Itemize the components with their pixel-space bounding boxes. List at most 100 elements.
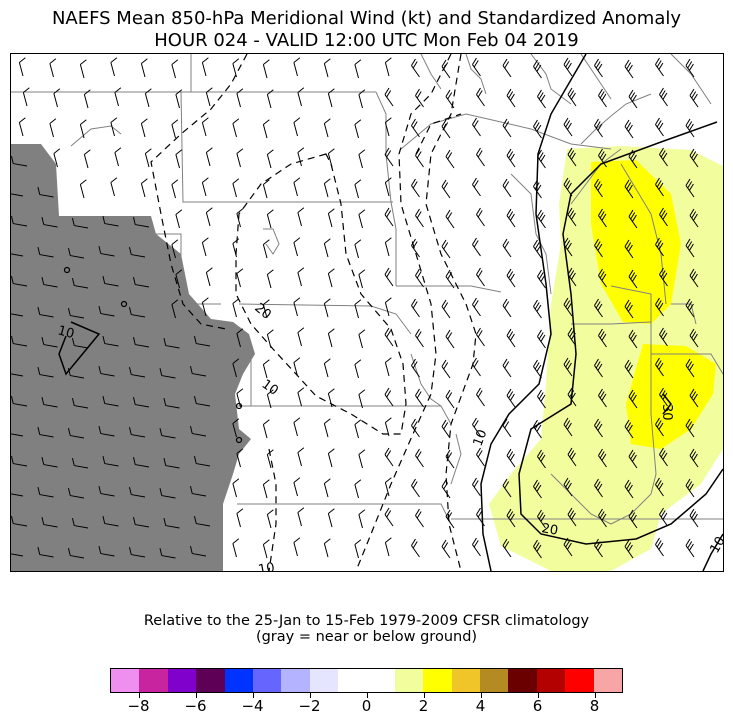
wind-barb bbox=[159, 488, 176, 499]
wind-barb bbox=[685, 418, 695, 438]
colorbar-tick bbox=[423, 693, 425, 698]
wind-barb bbox=[189, 426, 207, 437]
wind-barb bbox=[266, 89, 274, 109]
wind-barb bbox=[98, 366, 115, 377]
colorbar-tick-label: 4 bbox=[475, 697, 486, 715]
wind-barb bbox=[41, 337, 58, 348]
colorbar-segment bbox=[480, 669, 509, 692]
wind-barb bbox=[323, 478, 331, 498]
wind-barb bbox=[11, 433, 24, 437]
wind-barb bbox=[502, 418, 512, 438]
wind-barb bbox=[262, 299, 270, 319]
colorbar-segment bbox=[167, 669, 197, 692]
wind-barb bbox=[384, 447, 394, 467]
wind-barb bbox=[128, 247, 146, 258]
wind-barb bbox=[502, 178, 512, 198]
wind-barb bbox=[624, 119, 634, 139]
colorbar-tick bbox=[594, 693, 596, 698]
wind-barb bbox=[689, 388, 699, 408]
wind-barb bbox=[262, 419, 270, 439]
wind-barb bbox=[327, 388, 335, 408]
wind-barb bbox=[41, 277, 58, 288]
wind-barb bbox=[114, 147, 122, 167]
wind-barb bbox=[354, 359, 362, 379]
wind-barb bbox=[327, 328, 335, 348]
wind-barb bbox=[415, 448, 424, 468]
chart-title: NAEFS Mean 850-hPa Meridional Wind (kt) … bbox=[51, 8, 682, 29]
wind-barb bbox=[11, 373, 24, 377]
wind-barb bbox=[236, 268, 244, 288]
wind-barb bbox=[476, 447, 485, 467]
wind-barb bbox=[659, 207, 668, 227]
wind-barb bbox=[411, 358, 420, 378]
wind-barb bbox=[411, 298, 420, 318]
wind-barb bbox=[472, 537, 481, 557]
wind-barb bbox=[83, 89, 91, 109]
colorbar-tick bbox=[309, 693, 311, 698]
wind-barb bbox=[293, 177, 301, 197]
wind-barb bbox=[98, 246, 115, 257]
wind-barb bbox=[441, 239, 451, 259]
colorbar-tick bbox=[537, 693, 539, 698]
colorbar-tick-label: −4 bbox=[241, 697, 264, 715]
wind-barb bbox=[71, 398, 89, 409]
wind-barb bbox=[628, 389, 638, 409]
colorbar-segment bbox=[394, 669, 424, 692]
wind-barb bbox=[11, 336, 28, 347]
wind-barb bbox=[533, 419, 542, 439]
wind-barb bbox=[102, 516, 119, 527]
wind-barb bbox=[567, 207, 577, 227]
wind-barb bbox=[323, 58, 331, 78]
wind-barb bbox=[171, 179, 179, 199]
wind-barb bbox=[598, 88, 607, 108]
wind-barb bbox=[201, 177, 209, 197]
wind-barb bbox=[132, 517, 150, 528]
wind-barb bbox=[567, 87, 577, 107]
wind-barb bbox=[201, 117, 209, 137]
wind-barb bbox=[262, 119, 270, 139]
wind-barb bbox=[445, 209, 455, 229]
wind-barb bbox=[354, 479, 362, 499]
wind-barb bbox=[628, 209, 638, 229]
wind-barb bbox=[594, 58, 603, 78]
wind-barb bbox=[655, 177, 664, 197]
wind-barb bbox=[11, 156, 28, 167]
wind-barb bbox=[598, 148, 607, 168]
wind-barb bbox=[327, 88, 335, 108]
wind-barb bbox=[205, 87, 213, 107]
wind-barb bbox=[563, 117, 573, 137]
wind-barb bbox=[563, 237, 573, 257]
wind-barb bbox=[537, 449, 546, 469]
colorbar bbox=[110, 668, 623, 693]
wind-barb bbox=[567, 447, 577, 467]
wind-barb bbox=[384, 117, 392, 137]
wind-barb bbox=[502, 538, 512, 558]
wind-barb bbox=[445, 89, 455, 109]
wind-barb bbox=[411, 238, 420, 258]
wind-barb bbox=[628, 449, 638, 469]
wind-barb bbox=[98, 546, 115, 557]
colorbar-tick-label: −2 bbox=[298, 697, 321, 715]
wind-barb bbox=[102, 456, 119, 467]
wind-barb bbox=[628, 269, 638, 289]
wind-barb bbox=[193, 336, 211, 347]
wind-barb bbox=[502, 478, 512, 498]
colorbar-tick-label: −8 bbox=[127, 697, 150, 715]
wind-barb bbox=[563, 477, 573, 497]
calm-wind-marker bbox=[63, 266, 71, 274]
wind-barb bbox=[476, 147, 485, 167]
wind-barb bbox=[297, 207, 305, 227]
contour-label: 20 bbox=[540, 521, 559, 539]
wind-barb bbox=[323, 418, 331, 438]
wind-barb bbox=[563, 57, 573, 77]
gray-area-note: (gray = near or below ground) bbox=[255, 629, 478, 645]
map-panel: 10 20 10 10 10 20 30 10 bbox=[10, 53, 724, 572]
wind-barb bbox=[41, 217, 58, 228]
wind-barb bbox=[502, 118, 512, 138]
wind-barb bbox=[594, 178, 603, 198]
wind-barb bbox=[533, 299, 542, 319]
wind-barb bbox=[476, 387, 485, 407]
wind-barb bbox=[598, 448, 607, 468]
wind-barb bbox=[472, 477, 481, 497]
wind-barb bbox=[11, 516, 28, 527]
